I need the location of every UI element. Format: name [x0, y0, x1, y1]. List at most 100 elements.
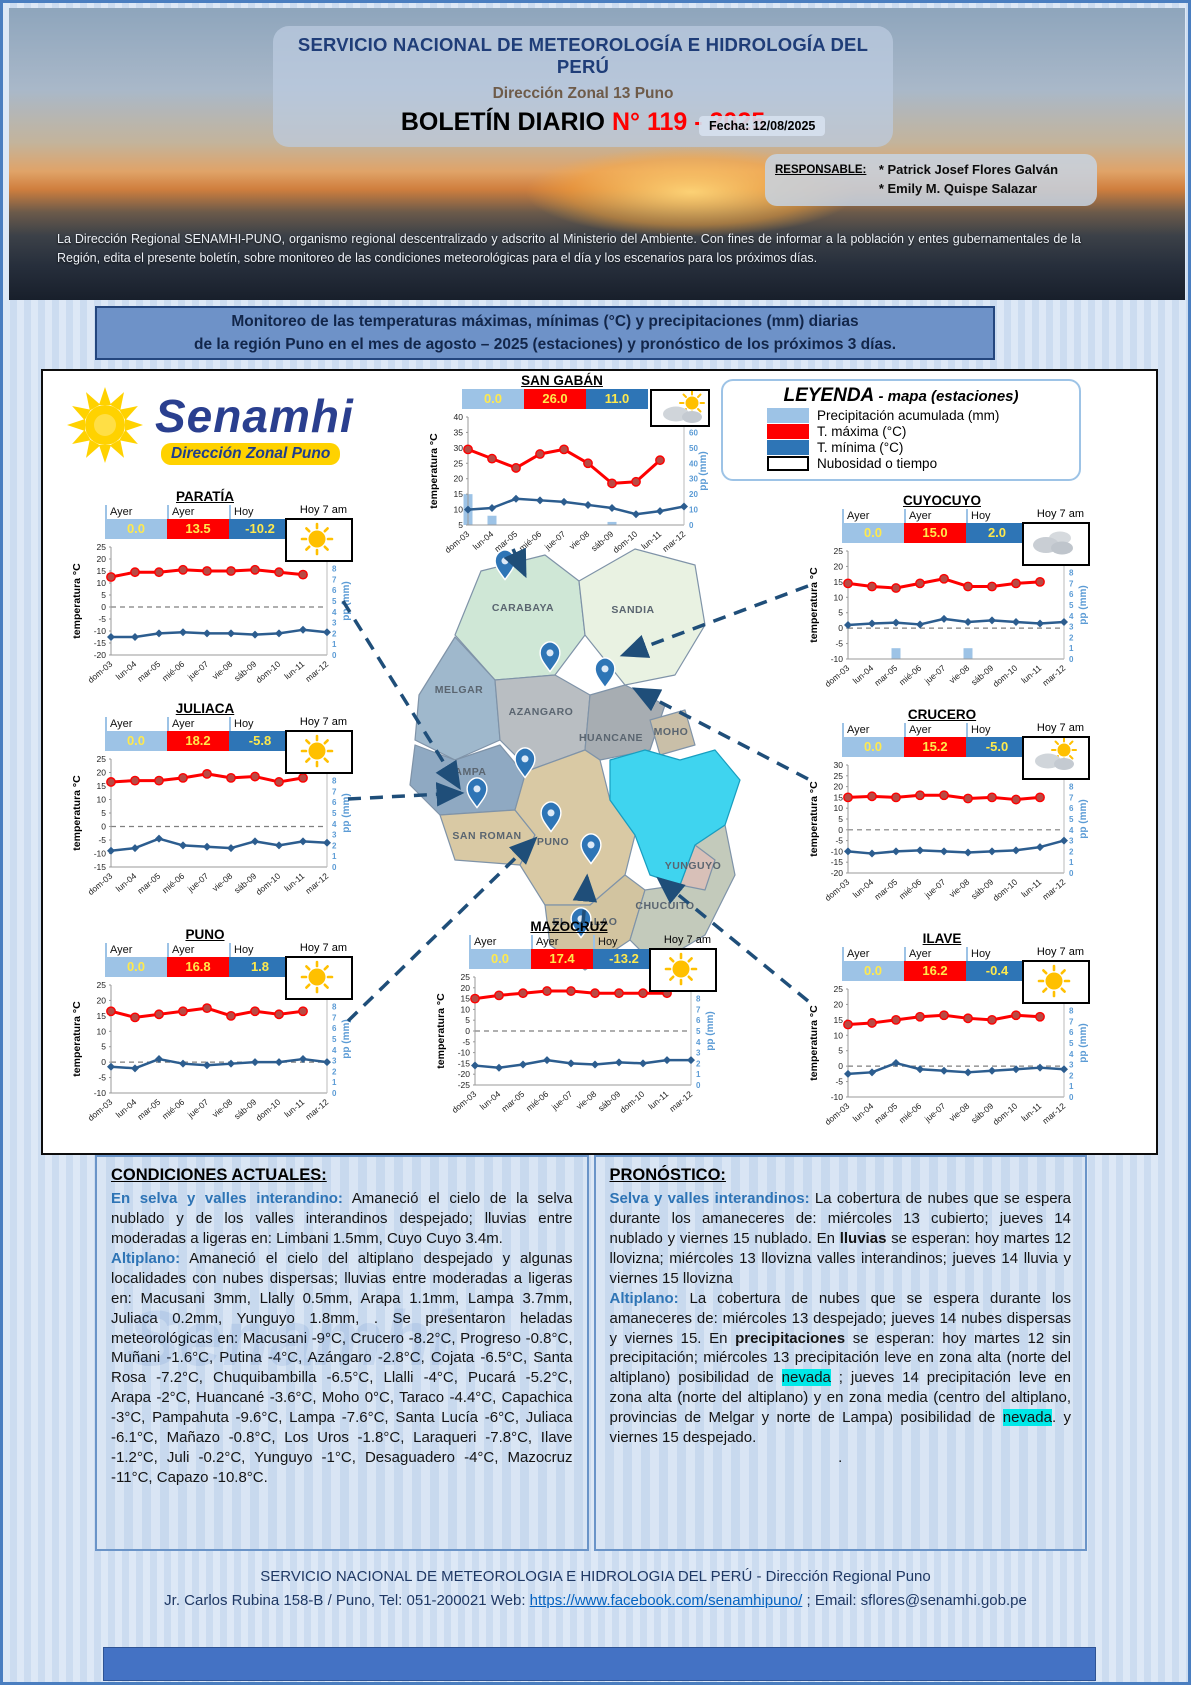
svg-text:-10: -10	[831, 654, 844, 664]
station-card-ilave: ILAVE Ayer Ayer Hoy 0.0 16.2 -0.4 Hoy 7 am 25 20 1…	[806, 931, 1092, 1143]
svg-text:25: 25	[834, 546, 844, 556]
map-label-azangaro: AZANGARO	[509, 706, 574, 718]
map-pin-icon	[594, 657, 616, 689]
svg-text:2: 2	[1069, 633, 1074, 642]
svg-text:25: 25	[454, 458, 464, 468]
facebook-link[interactable]: https://www.facebook.com/senamhipuno/	[529, 1592, 803, 1609]
svg-text:10: 10	[461, 1004, 471, 1014]
text-segment: se esperan: hoy martes 12 llovizna; miér…	[609, 1229, 1072, 1287]
svg-text:lun-11: lun-11	[1019, 663, 1043, 686]
svg-text:8: 8	[332, 565, 337, 574]
svg-text:lun-11: lun-11	[282, 871, 306, 894]
monitoring-banner: Monitoreo de las temperaturas máximas, m…	[95, 306, 995, 360]
station-values: 0.0 15.2 -5.0	[842, 737, 1028, 757]
svg-text:2: 2	[332, 1067, 337, 1076]
svg-text:mié-06: mié-06	[160, 659, 187, 684]
weather-icon-box	[1022, 522, 1090, 566]
svg-text:jue-07: jue-07	[549, 1089, 575, 1113]
svg-text:mar-05: mar-05	[135, 659, 162, 684]
svg-text:vie-08: vie-08	[210, 871, 234, 894]
svg-text:dom-03: dom-03	[86, 659, 115, 685]
station-header-san-gab-n: 0.0 26.0 11.0	[462, 389, 648, 409]
svg-text:30: 30	[834, 760, 844, 770]
svg-text:temperatura °C: temperatura °C	[808, 1005, 820, 1081]
svg-text:mar-05: mar-05	[492, 529, 519, 554]
legend-item: Precipitación acumulada (mm)	[767, 408, 1071, 423]
svg-text:20: 20	[689, 490, 698, 499]
tmax-value: 16.8	[167, 957, 229, 977]
responsible-box: RESPONSABLE: * Patrick Josef Flores Galv…	[765, 154, 1097, 206]
svg-text:20: 20	[834, 782, 844, 792]
svg-text:mar-12: mar-12	[303, 1097, 330, 1122]
svg-text:jue-07: jue-07	[922, 877, 948, 901]
svg-text:8: 8	[332, 1003, 337, 1012]
map-pin-icon	[466, 777, 488, 809]
svg-text:5: 5	[458, 520, 463, 530]
svg-text:10: 10	[97, 578, 107, 588]
text-segment: lluvias	[839, 1229, 887, 1247]
svg-text:25: 25	[834, 771, 844, 781]
svg-text:mié-06: mié-06	[897, 877, 924, 902]
svg-text:mar-12: mar-12	[660, 529, 687, 554]
legend-box: LEYENDA - mapa (estaciones) Precipitació…	[721, 379, 1081, 481]
weather-icon-box	[285, 518, 353, 562]
svg-text:mié-06: mié-06	[897, 663, 924, 688]
svg-text:lun-04: lun-04	[114, 659, 139, 682]
svg-text:4: 4	[332, 820, 337, 829]
svg-text:dom-03: dom-03	[443, 529, 472, 555]
svg-text:pp (mm): pp (mm)	[341, 1019, 352, 1058]
svg-text:30: 30	[689, 475, 698, 484]
svg-text:mié-06: mié-06	[160, 871, 187, 896]
svg-text:25: 25	[97, 542, 107, 552]
hoy-7am-label: Hoy 7 am	[1036, 946, 1084, 958]
footer-line2: Jr. Carlos Rubina 158-B / Puno, Tel: 051…	[3, 1589, 1188, 1613]
tmax-value: 26.0	[524, 389, 586, 409]
svg-text:0: 0	[1069, 869, 1074, 878]
svg-text:10: 10	[834, 592, 844, 602]
svg-text:mié-06: mié-06	[517, 529, 544, 554]
text-segment: Altiplano:	[111, 1249, 181, 1267]
tmin-value: 11.0	[586, 389, 648, 409]
column-label: Ayer	[105, 717, 167, 731]
svg-text:4: 4	[332, 608, 337, 617]
hoy-7am-label: Hoy 7 am	[299, 942, 347, 954]
column-label: Ayer	[105, 943, 167, 957]
station-header-puno: Ayer Ayer Hoy 0.0 16.8 1.8	[105, 943, 291, 977]
svg-text:-5: -5	[835, 1077, 843, 1087]
svg-text:-20: -20	[94, 650, 107, 660]
svg-text:vie-08: vie-08	[210, 1097, 234, 1120]
station-card-puno: PUNO Ayer Ayer Hoy 0.0 16.8 1.8 Hoy 7 am 25 20 15 1…	[69, 927, 355, 1139]
tmin-value: -10.2	[229, 519, 291, 539]
tmin-value: -5.8	[229, 731, 291, 751]
svg-text:vie-08: vie-08	[210, 659, 234, 682]
text-segment: nevada	[1002, 1409, 1052, 1427]
sun-icon	[300, 734, 334, 768]
svg-text:lun-11: lun-11	[646, 1089, 670, 1112]
org-subtitle: Dirección Zonal 13 Puno	[492, 85, 674, 102]
svg-text:4: 4	[332, 1046, 337, 1055]
station-column-labels: Ayer Ayer Hoy	[105, 717, 291, 731]
tmin-swatch	[767, 440, 809, 455]
date-label: Fecha:	[709, 119, 750, 133]
svg-text:mar-05: mar-05	[872, 877, 899, 902]
svg-text:pp (mm): pp (mm)	[341, 793, 352, 832]
station-plot: 2520151050-5-10-15-20109876543210dom-03l…	[71, 542, 352, 685]
column-label: Ayer	[167, 505, 229, 519]
svg-text:dom-10: dom-10	[611, 529, 640, 555]
svg-text:1: 1	[332, 640, 337, 649]
svg-text:-25: -25	[458, 1080, 471, 1090]
date-value: 12/08/2025	[752, 119, 816, 133]
svg-text:1: 1	[332, 1078, 337, 1087]
svg-text:dom-10: dom-10	[618, 1089, 647, 1115]
svg-text:10: 10	[689, 506, 698, 515]
date-chip: Fecha: 12/08/2025	[699, 116, 826, 136]
svg-text:5: 5	[101, 808, 106, 818]
map-label-huancane: HUANCANE	[579, 732, 643, 744]
svg-text:vie-08: vie-08	[947, 663, 971, 686]
text-segment: En selva y valles interandino:	[111, 1189, 343, 1207]
svg-text:3: 3	[1069, 837, 1074, 846]
station-title-puno: PUNO	[185, 927, 225, 942]
svg-text:-10: -10	[94, 626, 107, 636]
conditions-text: En selva y valles interandino: Amaneció …	[111, 1189, 573, 1488]
legend-item-label: T. mínima (°C)	[817, 440, 904, 455]
